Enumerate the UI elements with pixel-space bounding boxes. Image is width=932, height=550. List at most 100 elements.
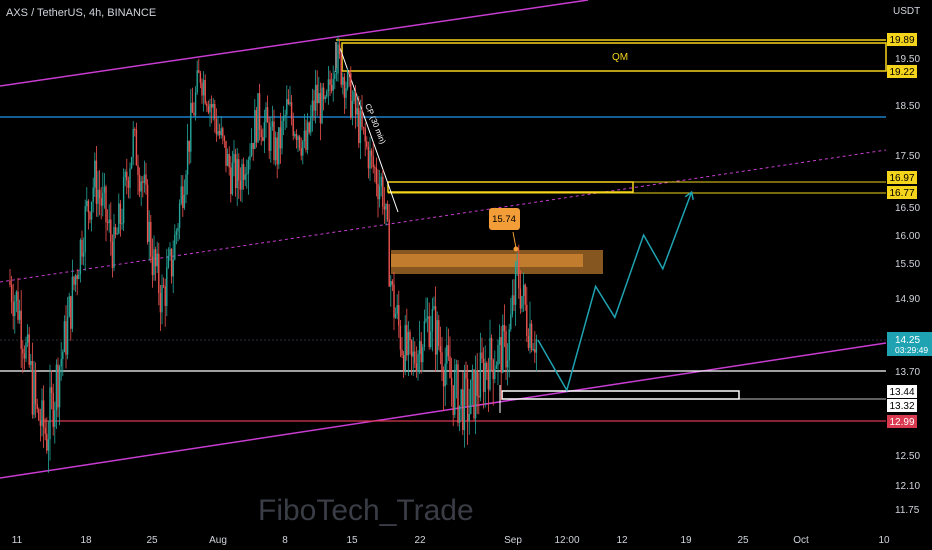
candle-body bbox=[289, 102, 291, 105]
candle-body bbox=[78, 274, 80, 280]
badge-13-44-label: 13.44 bbox=[889, 387, 914, 398]
candle-body bbox=[322, 87, 325, 100]
candle-body bbox=[257, 93, 259, 143]
candle-body bbox=[30, 360, 32, 365]
candle-body bbox=[71, 276, 74, 329]
badge-19-22[interactable] bbox=[887, 65, 917, 78]
candle-body bbox=[441, 352, 443, 372]
candle-body bbox=[137, 165, 139, 176]
candle-body bbox=[236, 159, 238, 189]
candle-body bbox=[462, 389, 464, 431]
candle-body bbox=[428, 316, 430, 348]
candle-body bbox=[399, 325, 402, 350]
candle-body bbox=[86, 200, 88, 207]
candle-body bbox=[409, 332, 411, 341]
candle-body bbox=[55, 364, 58, 411]
candle-body bbox=[70, 296, 72, 329]
candle-body bbox=[234, 154, 237, 189]
candle-body bbox=[463, 372, 466, 431]
candle-body bbox=[191, 102, 194, 113]
channel-upper-line[interactable] bbox=[0, 0, 589, 87]
candle-body bbox=[247, 160, 250, 174]
channel-mid-dashed-line[interactable] bbox=[0, 149, 887, 283]
chart-title: AXS / TetherUS, 4h, BINANCE bbox=[6, 7, 156, 19]
candle-body bbox=[391, 281, 394, 285]
candle-body bbox=[422, 347, 424, 363]
candle-body bbox=[210, 103, 213, 108]
candle-body bbox=[380, 176, 382, 187]
candle-body bbox=[497, 345, 499, 366]
badge-last-price[interactable] bbox=[887, 332, 932, 356]
candle-body bbox=[324, 96, 326, 100]
candle-body bbox=[503, 324, 506, 332]
orange-callout-box[interactable] bbox=[489, 208, 520, 230]
candle-body bbox=[362, 127, 365, 129]
candle-body bbox=[487, 369, 490, 390]
candle-body bbox=[196, 70, 198, 93]
badge-16-77[interactable] bbox=[887, 186, 917, 199]
candle-body bbox=[438, 320, 440, 346]
badge-13-32[interactable] bbox=[887, 399, 917, 412]
candle-body bbox=[268, 122, 270, 151]
candle-body bbox=[390, 281, 392, 287]
candle-body bbox=[183, 194, 186, 208]
candle-body bbox=[169, 249, 171, 256]
candle-body bbox=[447, 345, 450, 357]
candle-body bbox=[178, 203, 181, 228]
candle-body bbox=[156, 253, 158, 267]
candle-body bbox=[490, 337, 493, 360]
upper-zone-box[interactable] bbox=[387, 181, 634, 193]
badge-19-89[interactable] bbox=[887, 33, 917, 46]
projection-path[interactable] bbox=[537, 191, 693, 393]
candle-body bbox=[369, 150, 371, 169]
y-tick-label: 18.50 bbox=[895, 101, 920, 112]
candle-body bbox=[337, 44, 339, 74]
candle-body bbox=[250, 142, 253, 156]
candle-body bbox=[202, 80, 205, 96]
candle-body bbox=[300, 147, 302, 156]
badge-12-99[interactable] bbox=[887, 415, 917, 428]
candle-body bbox=[145, 174, 147, 185]
candle-body bbox=[436, 320, 438, 355]
candle-body bbox=[258, 93, 261, 130]
price-axis[interactable]: USDT 19.50 18.50 17.50 16.50 16.00 15.50… bbox=[893, 6, 920, 516]
candle-body bbox=[22, 348, 24, 354]
candle-body bbox=[532, 349, 534, 351]
candle-body bbox=[63, 321, 66, 352]
candle-body bbox=[175, 231, 178, 235]
candle-body bbox=[46, 433, 48, 451]
candle-body bbox=[513, 295, 515, 305]
candle-body bbox=[342, 77, 344, 85]
candle-body bbox=[282, 115, 285, 121]
candle-body bbox=[116, 233, 118, 235]
candle-body bbox=[110, 219, 112, 242]
candle-body bbox=[382, 176, 384, 207]
candle-body bbox=[327, 79, 330, 92]
candle-body bbox=[226, 154, 229, 166]
candle-body bbox=[505, 331, 507, 368]
candle-body bbox=[225, 140, 227, 166]
candle-body bbox=[500, 337, 502, 373]
candle-body bbox=[316, 84, 318, 104]
time-axis[interactable]: 11 18 25 Aug 8 15 22 Sep 12:00 12 19 25 … bbox=[12, 535, 890, 546]
badge-16-97[interactable] bbox=[887, 171, 917, 184]
candle-body bbox=[511, 295, 514, 315]
candle-body bbox=[94, 160, 96, 188]
candle-body bbox=[506, 360, 509, 368]
candle-body bbox=[162, 285, 165, 287]
candle-body bbox=[377, 183, 379, 200]
channel-lower-line[interactable] bbox=[0, 342, 887, 479]
candle-body bbox=[311, 100, 314, 117]
qm-zone-box[interactable] bbox=[341, 42, 887, 72]
candle-body bbox=[354, 91, 357, 115]
candle-body bbox=[244, 174, 246, 180]
candle-body bbox=[521, 296, 523, 309]
candle-body bbox=[10, 284, 13, 303]
candle-body bbox=[113, 227, 115, 269]
candle-body bbox=[457, 364, 459, 423]
candle-body bbox=[374, 167, 376, 169]
badge-13-44[interactable] bbox=[887, 385, 917, 398]
cp-trendline[interactable] bbox=[339, 47, 399, 213]
candle-body bbox=[340, 53, 342, 85]
